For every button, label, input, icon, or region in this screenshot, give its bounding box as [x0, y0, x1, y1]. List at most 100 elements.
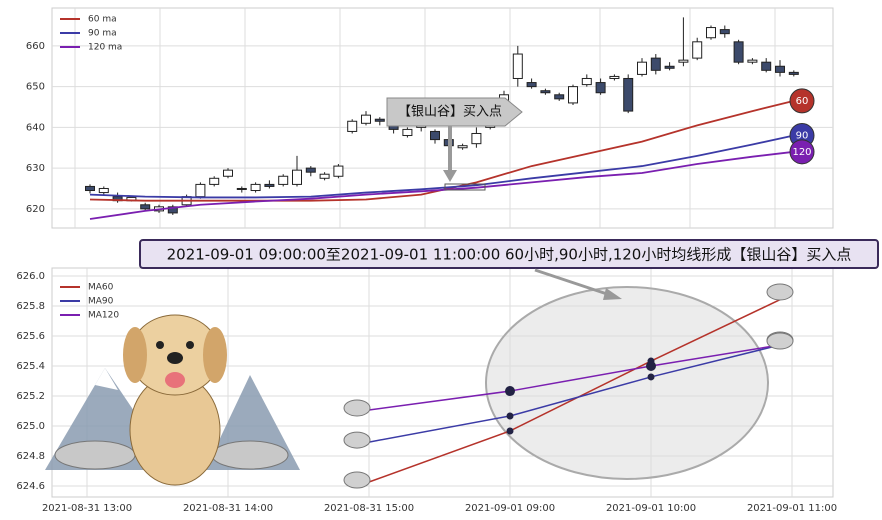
candle-body [347, 120, 358, 132]
legend-label: MA120 [88, 311, 119, 321]
dog-eye [156, 341, 164, 349]
ingot [211, 440, 289, 470]
x-tick-label: 2021-09-01 09:00 [465, 503, 555, 514]
annotation: 【银山谷】买入点 [398, 105, 502, 120]
ma-badge-label: 120 [792, 147, 811, 158]
candle-body [540, 90, 551, 94]
x-tick-label: 2021-08-31 14:00 [183, 503, 273, 514]
candle-body [292, 169, 302, 185]
ma-line [368, 341, 793, 443]
x-tick-label: 2021-09-01 11:00 [747, 503, 837, 514]
candle-body [430, 130, 440, 141]
point-marker [506, 427, 514, 435]
y-tick-label: 640 [26, 122, 45, 133]
annotation-arrowhead [443, 170, 457, 182]
ma-badge [789, 139, 815, 165]
legend-label: 90 ma [88, 29, 117, 39]
point-marker [506, 412, 514, 420]
dog-nose [167, 352, 183, 364]
candle-body [278, 175, 289, 185]
ma-badge-label: 60 [796, 96, 809, 107]
candle-body [471, 132, 482, 145]
candle-body [374, 118, 385, 122]
y-tick-label: 650 [26, 82, 45, 93]
y-tick-label: 625.6 [16, 331, 45, 342]
annotation-box [386, 97, 523, 127]
x-tick-label: 2021-08-31 13:00 [42, 503, 132, 514]
candle-body [568, 86, 578, 104]
y-tick-label: 625.0 [16, 421, 45, 432]
chart-title: 2021-09-01 09:00:00至2021-09-01 11:00:00 … [167, 246, 852, 264]
candle-body [250, 183, 261, 192]
y-tick-label: 660 [26, 41, 45, 52]
y-tick-label: 626.0 [16, 271, 45, 282]
candle-body [305, 167, 316, 173]
candle-body [595, 82, 606, 94]
candle-body [554, 94, 565, 100]
ingot-icon [343, 471, 371, 489]
title-arrow [534, 268, 611, 297]
candle-body [209, 177, 220, 185]
candle-body [761, 61, 772, 71]
candle-body [319, 173, 330, 179]
dog-eye [186, 341, 194, 349]
candle-body [733, 41, 744, 63]
candle-body [526, 82, 537, 88]
candle-body [637, 61, 647, 75]
y-tick-label: 630 [26, 163, 45, 174]
candle-body [650, 57, 661, 71]
candle-body [457, 145, 468, 149]
candle-body [236, 187, 247, 190]
candle-body [775, 65, 785, 73]
y-tick-label: 625.4 [16, 361, 45, 372]
ma-badge [789, 88, 815, 114]
candle-body [609, 75, 620, 79]
y-tick-label: 625.8 [16, 301, 45, 312]
ma-line [89, 100, 795, 202]
candle-body [98, 187, 109, 194]
candle-body [195, 183, 206, 198]
ma-badge-label: 90 [796, 131, 809, 142]
candle-body [333, 165, 344, 177]
title-box [139, 239, 879, 269]
candle-body [678, 59, 689, 63]
point-marker [646, 360, 656, 371]
y-tick-label: 624.6 [16, 481, 45, 492]
annotation-target [444, 183, 486, 191]
candle-body [264, 183, 275, 187]
candle-body [167, 206, 178, 214]
y-tick-label: 620 [26, 204, 45, 215]
candle-body [512, 53, 523, 79]
candle-body [361, 114, 371, 124]
ingot [54, 440, 136, 470]
candle-body [719, 29, 730, 35]
candle-body [788, 71, 799, 75]
candle-body [623, 77, 634, 112]
candle-body [581, 77, 592, 86]
legend-label: MA60 [88, 283, 114, 293]
ma-line [368, 342, 793, 411]
ingot-icon [766, 283, 794, 301]
dog-ear [123, 327, 147, 383]
candle-body [402, 128, 413, 137]
legend-label: MA90 [88, 297, 114, 307]
candle-body [223, 169, 233, 177]
point-marker [505, 386, 515, 397]
candle-body [85, 185, 95, 192]
y-tick-label: 625.2 [16, 391, 45, 402]
candle-body [706, 27, 716, 39]
x-tick-label: 2021-09-01 10:00 [606, 503, 696, 514]
candle-body [692, 41, 703, 59]
y-tick-label: 624.8 [16, 451, 45, 462]
dog-ear [203, 327, 227, 383]
ingot-icon [343, 399, 371, 417]
x-tick-label: 2021-08-31 15:00 [324, 503, 414, 514]
title-arrowhead [603, 288, 622, 300]
ingot-icon [766, 332, 794, 350]
legend-label: 60 ma [88, 15, 117, 25]
ma-line [89, 134, 794, 199]
candle-body [747, 59, 758, 63]
snow [95, 368, 118, 390]
ingot-icon [343, 431, 371, 449]
